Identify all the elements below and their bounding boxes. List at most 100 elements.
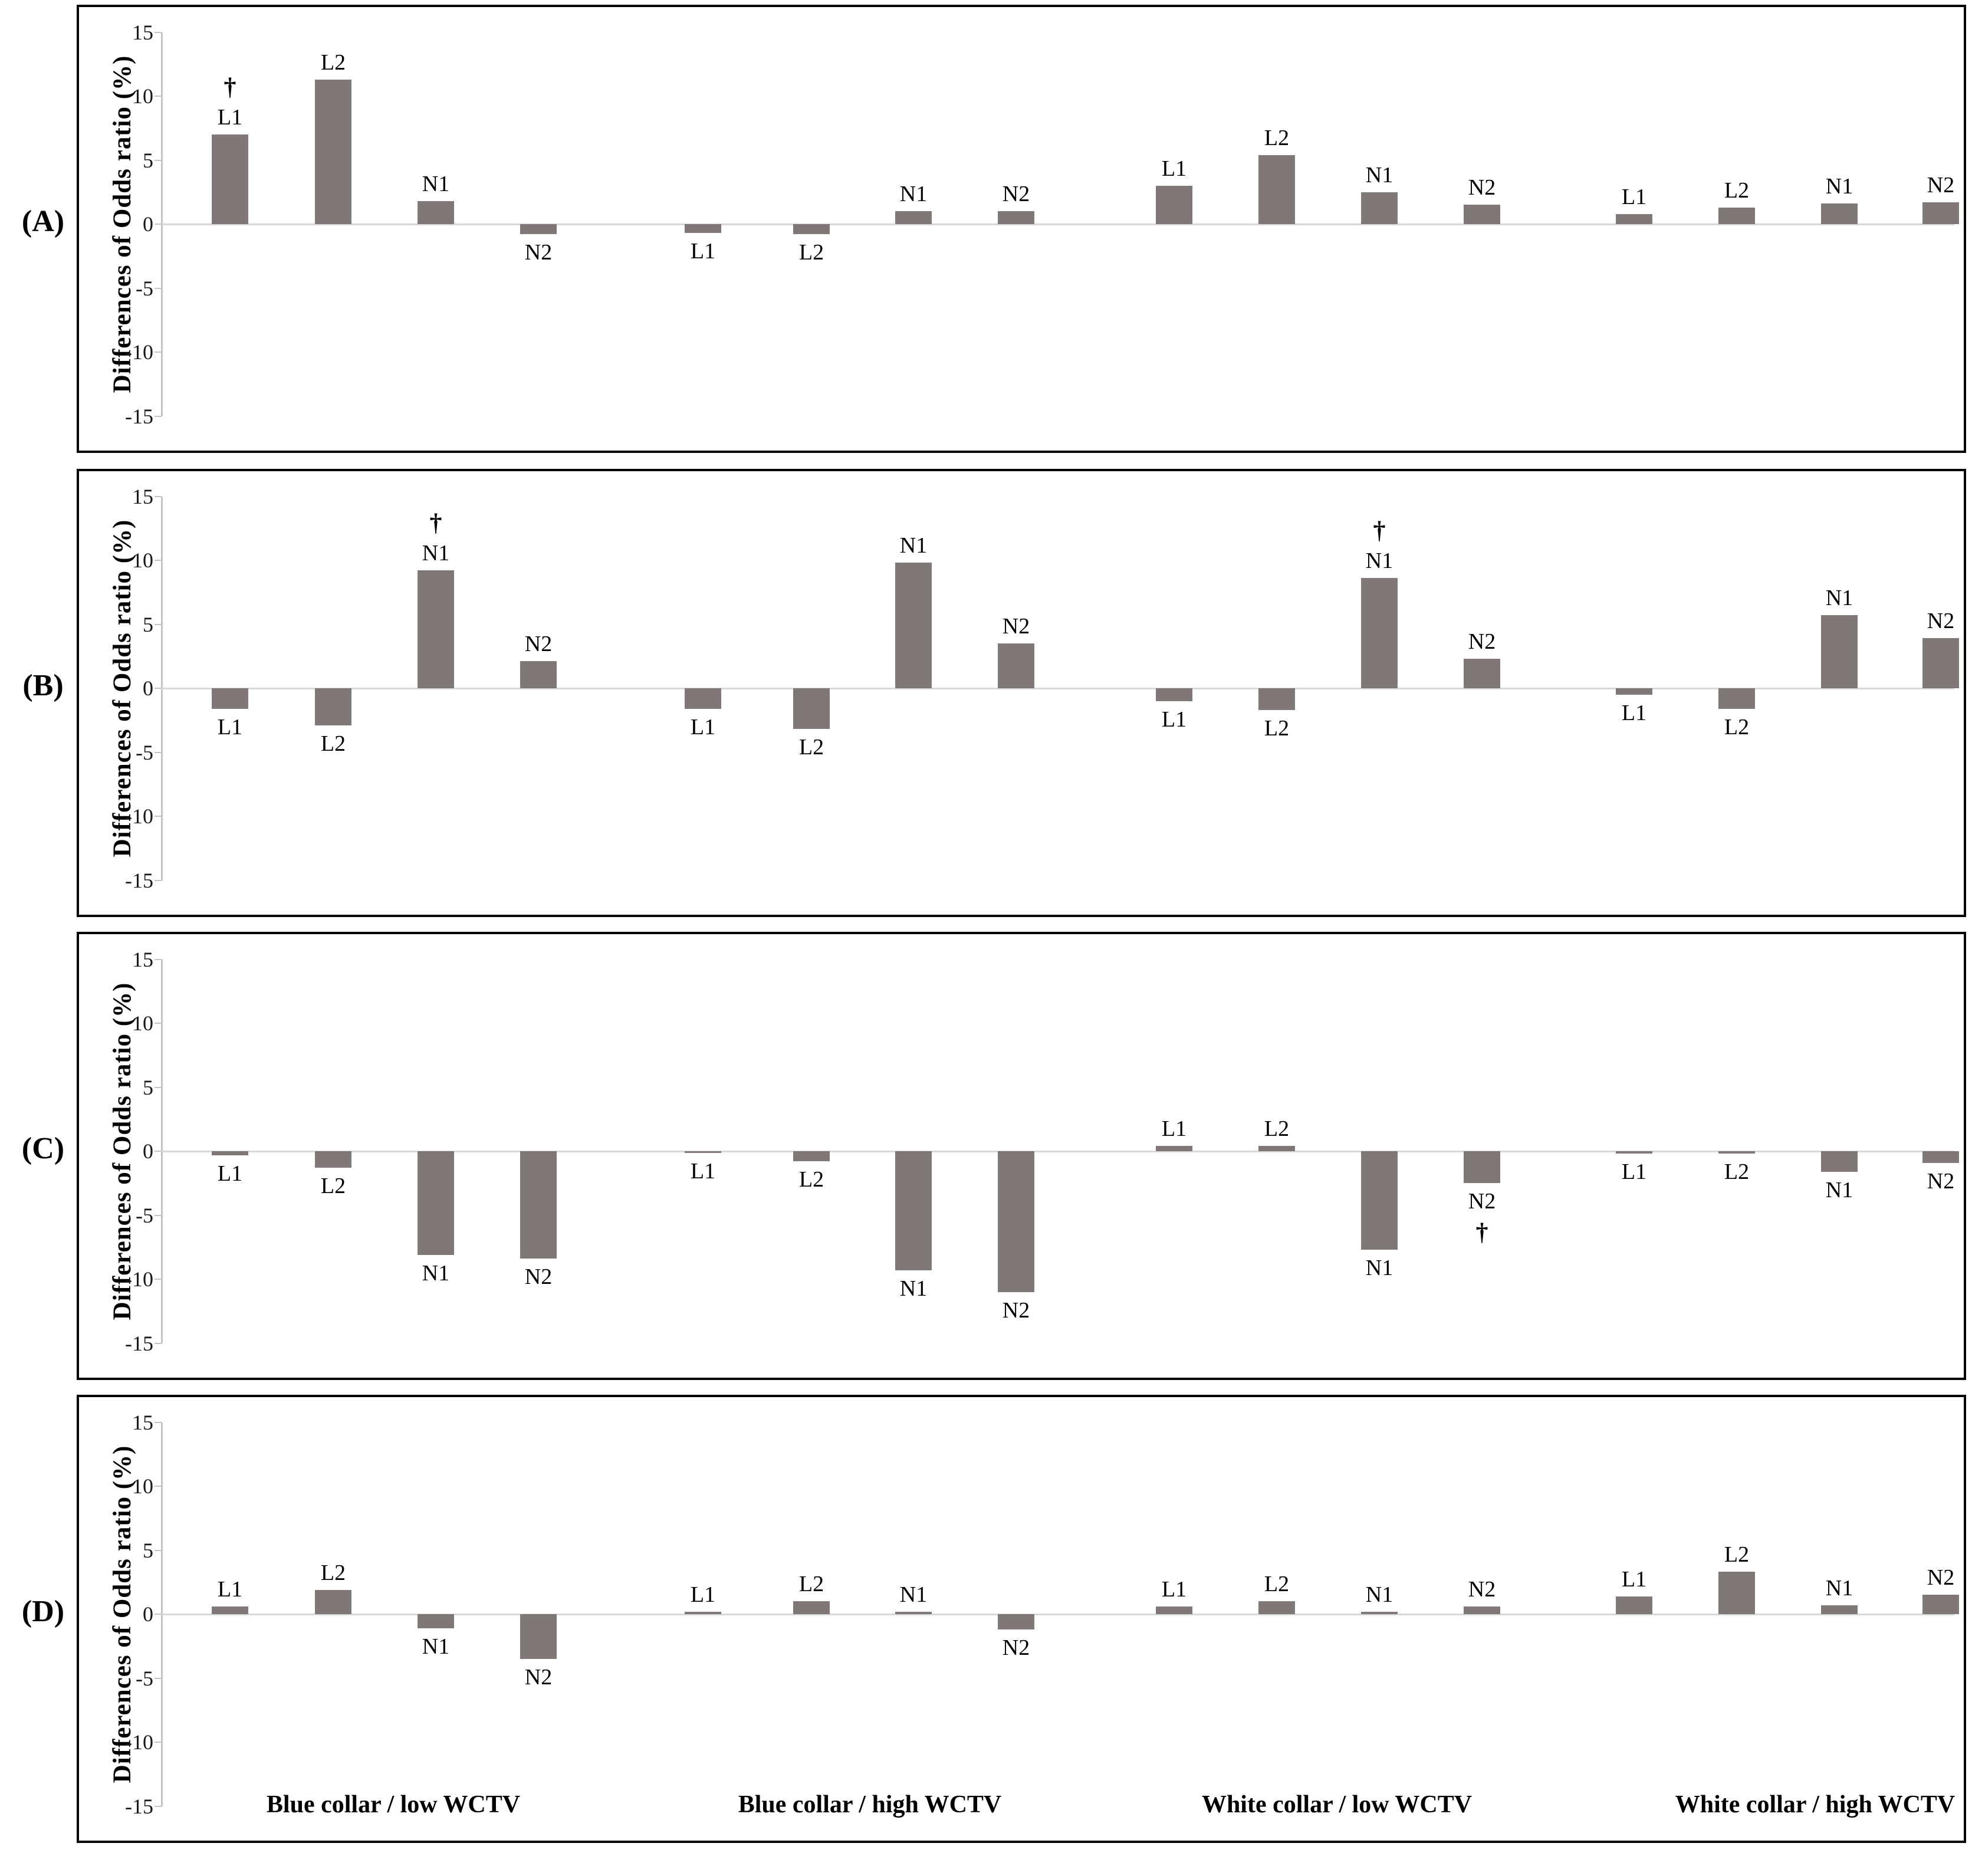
y-tick-mark <box>155 1151 162 1152</box>
bar-A-g4-N2 <box>1922 202 1959 224</box>
bar-label-L2: L2 <box>798 240 824 265</box>
bar-label-L2: L2 <box>320 731 346 756</box>
y-tick-label: 5 <box>143 148 153 172</box>
bar-D-g1-L1 <box>212 1606 248 1614</box>
category-label-3: White collar / low WCTV <box>1201 1791 1473 1818</box>
bar-label-N2: N2 <box>524 1264 553 1290</box>
bar-B-g3-L1 <box>1156 688 1192 701</box>
bar-label-N1: N1 <box>899 1582 928 1607</box>
y-tick-label: 10 <box>132 84 153 108</box>
bar-A-g2-N2 <box>998 211 1034 224</box>
bar-label-N2: N2 <box>1468 175 1496 201</box>
bar-B-g4-L2 <box>1718 688 1755 709</box>
bar-label-N2: N2 <box>1468 1189 1496 1214</box>
bar-label-L1: L1 <box>690 1159 716 1184</box>
bar-A-g1-L2 <box>315 79 351 224</box>
bar-label-N1: N1 <box>1365 162 1393 188</box>
bar-label-L1: L1 <box>217 1576 243 1602</box>
y-tick-label: -5 <box>136 276 153 300</box>
bar-label-L1: L1 <box>690 714 716 740</box>
bar-label-L1: L1 <box>690 239 716 264</box>
y-tick-label: 15 <box>132 20 153 44</box>
bar-C-g3-N1 <box>1361 1151 1398 1250</box>
bar-B-g1-L1 <box>212 688 248 709</box>
bar-D-g3-L1 <box>1156 1606 1192 1614</box>
bar-A-g3-N2 <box>1464 205 1500 224</box>
bar-C-g1-N1 <box>418 1151 454 1255</box>
bar-label-N2: N2 <box>524 240 553 265</box>
bar-label-L2: L2 <box>1264 715 1290 741</box>
bar-A-g3-L2 <box>1258 155 1295 224</box>
category-label-1: Blue collar / low WCTV <box>266 1791 521 1818</box>
y-tick-label: -15 <box>125 1331 153 1355</box>
bar-label-L1: L1 <box>1621 184 1647 209</box>
y-tick-mark <box>155 96 162 97</box>
bar-B-g4-N2 <box>1922 638 1959 688</box>
bar-label-N1: N1 <box>422 1634 450 1659</box>
bar-label-N1: N1 <box>1825 1575 1853 1601</box>
bar-label-N2: N2 <box>1002 1635 1030 1661</box>
y-tick-mark <box>155 688 162 689</box>
bar-A-g2-L2 <box>793 224 830 235</box>
y-tick-mark <box>155 1805 162 1807</box>
panel-letter-a: (A) <box>21 205 65 238</box>
y-tick-mark <box>155 1342 162 1344</box>
bar-D-g3-N2 <box>1464 1606 1500 1614</box>
bar-label-N2: N2 <box>1002 614 1030 639</box>
bar-B-g1-L2 <box>315 688 351 725</box>
y-tick-label: 0 <box>143 1139 153 1163</box>
bar-label-L1: L1 <box>217 105 243 130</box>
y-tick-label: 10 <box>132 1474 153 1498</box>
bar-A-g1-N1 <box>418 201 454 224</box>
y-tick-mark <box>155 1086 162 1088</box>
y-tick-label: 15 <box>132 1410 153 1434</box>
bar-C-g2-L1 <box>685 1151 721 1153</box>
y-tick-label: 10 <box>132 548 153 572</box>
y-tick-label: -10 <box>125 1267 153 1291</box>
bar-label-N1: N1 <box>1825 1177 1853 1203</box>
bar-B-g4-L1 <box>1616 688 1652 695</box>
bar-label-N2: N2 <box>1927 609 1955 634</box>
bar-label-L2: L2 <box>798 1167 824 1192</box>
bar-label-L1: L1 <box>217 1161 243 1186</box>
bar-label-L1: L1 <box>1621 1159 1647 1185</box>
y-tick-mark <box>155 560 162 561</box>
y-tick-label: 0 <box>143 676 153 700</box>
bar-label-L1: L1 <box>690 1582 716 1607</box>
y-tick-mark <box>155 879 162 881</box>
bar-label-N1: N1 <box>1365 1256 1393 1281</box>
y-tick-mark <box>155 495 162 497</box>
bar-B-g4-N1 <box>1821 615 1858 688</box>
bar-D-g1-N1 <box>418 1614 454 1628</box>
bar-C-g4-L2 <box>1718 1151 1755 1154</box>
bar-label-L2: L2 <box>320 1560 346 1585</box>
bar-A-g4-L1 <box>1616 213 1652 224</box>
bar-D-g2-N1 <box>895 1611 932 1614</box>
zero-baseline <box>162 1614 1954 1615</box>
bar-B-g2-L1 <box>685 688 721 709</box>
bar-B-g1-N1 <box>418 570 454 688</box>
bar-A-g2-N1 <box>895 211 932 224</box>
y-tick-label: -15 <box>125 404 153 428</box>
bar-D-g3-N1 <box>1361 1611 1398 1614</box>
bar-label-N1: N1 <box>899 182 928 207</box>
bar-label-N1: N1 <box>1365 1582 1393 1607</box>
bar-A-g3-L1 <box>1156 185 1192 224</box>
bar-label-N2: N2 <box>1468 1576 1496 1602</box>
bar-C-g3-L2 <box>1258 1146 1295 1151</box>
bar-label-L1: L1 <box>217 714 243 740</box>
bar-label-L2: L2 <box>798 1572 824 1597</box>
y-tick-mark <box>155 1549 162 1551</box>
y-tick-mark <box>155 1279 162 1280</box>
bar-D-g2-L2 <box>793 1601 830 1614</box>
dagger-marker: † <box>224 74 236 101</box>
bar-B-g2-N1 <box>895 563 932 688</box>
bar-label-N2: N2 <box>1002 182 1030 207</box>
y-tick-mark <box>155 751 162 753</box>
bar-C-g2-N1 <box>895 1151 932 1270</box>
bar-C-g3-N2 <box>1464 1151 1500 1184</box>
y-tick-label: -5 <box>136 1203 153 1227</box>
y-tick-mark <box>155 159 162 161</box>
y-tick-mark <box>155 1677 162 1679</box>
dagger-marker: † <box>429 510 442 537</box>
